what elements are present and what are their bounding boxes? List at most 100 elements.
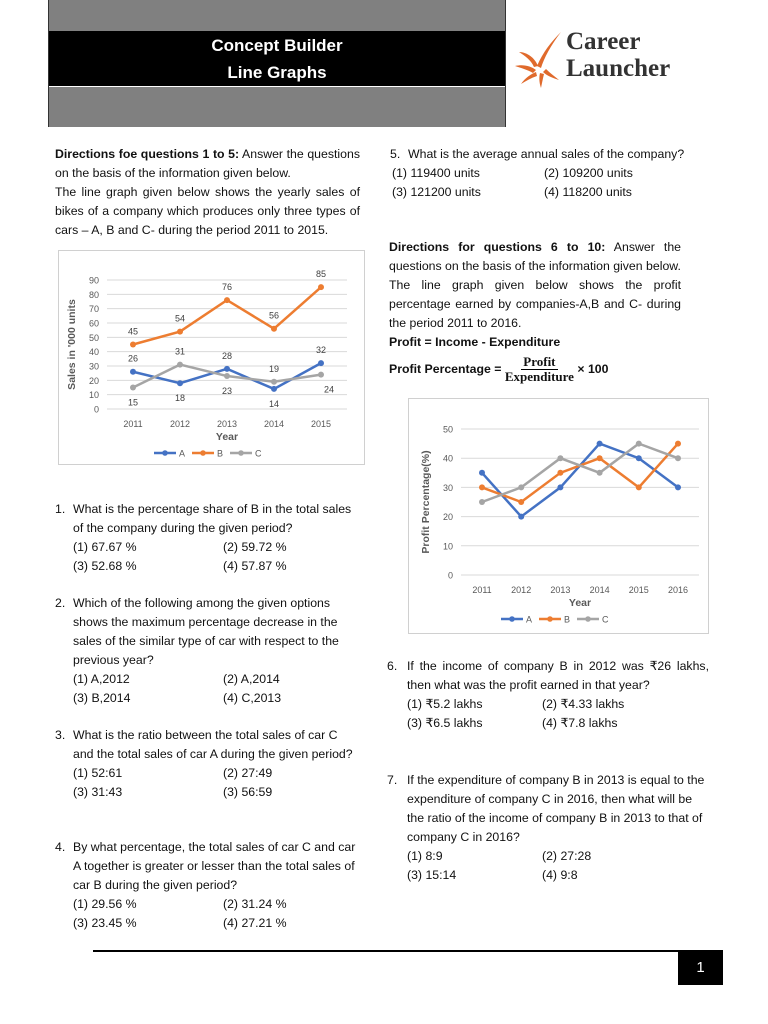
series-line-B bbox=[481, 442, 679, 504]
data-point-B bbox=[224, 297, 230, 304]
y-tick-label: 30 bbox=[89, 362, 99, 372]
fraction-numerator: Profit bbox=[521, 354, 558, 370]
y-axis-title: Sales in '000 units bbox=[66, 299, 78, 390]
fraction-denominator: Expenditure bbox=[504, 369, 574, 384]
q-text: If the expenditure of company B in 2013 … bbox=[407, 773, 705, 844]
data-point-A bbox=[318, 360, 324, 367]
formula-profit: Profit = Income - Expenditure bbox=[389, 335, 561, 349]
directions-text: Answer the questions on the basis of the… bbox=[55, 147, 360, 180]
profit-chart-svg: 0 10 20 30 40 50 2011 2012 2013 2014 2015 2016 Year P… bbox=[420, 425, 699, 625]
legend-label-C: C bbox=[602, 615, 609, 625]
data-point-B bbox=[596, 455, 603, 462]
option: (1) A,2012 bbox=[73, 672, 130, 686]
option: (4) 57.87 % bbox=[223, 559, 287, 573]
data-point-C bbox=[224, 373, 230, 380]
series-line-A bbox=[481, 442, 679, 519]
data-point-B bbox=[635, 484, 642, 491]
title-line2: Line Graphs bbox=[227, 63, 327, 82]
option: (1) 8:9 bbox=[407, 849, 443, 863]
data-point-C bbox=[177, 361, 183, 368]
series-line-B bbox=[132, 286, 322, 346]
option: (2) 59.72 % bbox=[223, 540, 287, 554]
data-point-A bbox=[557, 484, 564, 491]
question-1: 1. What is the percentage share of B in t… bbox=[55, 500, 360, 576]
q-number: 1. bbox=[55, 502, 66, 516]
legend-marker-B bbox=[547, 616, 553, 622]
data-point-A bbox=[224, 365, 230, 372]
q-number: 4. bbox=[55, 840, 66, 854]
question-4: 4. By what percentage, the total sales of… bbox=[55, 838, 360, 933]
option: (1) 52:61 bbox=[73, 766, 123, 780]
q-text: Which of the following among the given o… bbox=[73, 596, 339, 667]
x-tick-label: 2015 bbox=[311, 419, 331, 429]
data-point-B bbox=[557, 469, 564, 476]
data-point-C bbox=[557, 455, 564, 462]
header-title: Concept Builder Line Graphs bbox=[49, 31, 505, 86]
data-point-A bbox=[271, 385, 277, 392]
data-label-B: 45 bbox=[128, 327, 138, 337]
q-text: What is the ratio between the total sale… bbox=[73, 728, 353, 761]
series-line-C bbox=[481, 442, 679, 504]
data-point-A bbox=[479, 469, 485, 476]
legend-label-B: B bbox=[564, 615, 570, 625]
sales-line-chart: 0 10 20 30 40 50 60 70 80 90 2011 2012 2013 2014 2015 Y… bbox=[58, 250, 365, 465]
option: (2) 27:49 bbox=[223, 766, 273, 780]
x-tick-label: 2011 bbox=[123, 419, 142, 429]
data-point-C bbox=[596, 469, 603, 476]
data-label-C: 23 bbox=[222, 386, 232, 396]
y-axis-title: Profit Percentage(%) bbox=[420, 450, 432, 553]
question-6: 6. If the income of company B in 2012 was… bbox=[387, 657, 709, 733]
page-number: 1 bbox=[678, 951, 723, 985]
directions-1-5: Directions foe questions 1 to 5: Answer … bbox=[55, 145, 360, 240]
data-point-C bbox=[635, 440, 642, 447]
career-launcher-logo: Career Launcher bbox=[505, 0, 722, 127]
legend-marker-A bbox=[162, 450, 168, 456]
data-label-B: 56 bbox=[269, 311, 279, 321]
profit-line-chart: 0 10 20 30 40 50 2011 2012 2013 2014 2015 2016 Year P… bbox=[408, 398, 709, 634]
x-axis-title: Year bbox=[216, 431, 238, 443]
q-text: If the income of company B in 2012 was ₹… bbox=[407, 659, 709, 692]
data-point-B bbox=[130, 341, 136, 348]
y-tick-label: 10 bbox=[89, 390, 99, 400]
y-tick-label: 50 bbox=[443, 425, 453, 435]
option: (1) 119400 units bbox=[392, 166, 480, 180]
legend-marker-C bbox=[238, 450, 244, 456]
y-tick-label: 0 bbox=[448, 571, 453, 581]
data-point-B bbox=[318, 284, 324, 291]
y-tick-label: 70 bbox=[89, 304, 99, 314]
y-tick-label: 60 bbox=[89, 319, 99, 329]
data-point-C bbox=[271, 378, 277, 385]
logo-line2: Launcher bbox=[566, 55, 671, 82]
q-number: 7. bbox=[387, 773, 398, 787]
option: (2) A,2014 bbox=[223, 672, 280, 686]
option: (1) 67.67 % bbox=[73, 540, 137, 554]
y-tick-label: 30 bbox=[443, 483, 453, 493]
y-tick-label: 40 bbox=[89, 347, 99, 357]
option: (3) B,2014 bbox=[73, 691, 131, 705]
data-label-A: 28 bbox=[222, 351, 232, 361]
x-tick-label: 2013 bbox=[550, 585, 570, 595]
data-point-C bbox=[479, 499, 485, 505]
data-point-A bbox=[675, 484, 681, 491]
option: (3) ₹6.5 lakhs bbox=[407, 716, 483, 730]
footer-rule bbox=[93, 950, 723, 952]
header-gray-bottom bbox=[49, 87, 505, 127]
data-point-B bbox=[479, 484, 485, 491]
question-2: 2. Which of the following among the given… bbox=[55, 594, 360, 708]
header-banner: Concept Builder Line Graphs Career Launc… bbox=[48, 0, 722, 127]
option: (3) 15:14 bbox=[407, 868, 457, 882]
legend-marker-A bbox=[509, 616, 515, 622]
option: (4) 27.21 % bbox=[223, 916, 287, 930]
question-7: 7. If the expenditure of company B in 201… bbox=[387, 771, 709, 885]
question-3: 3. What is the ratio between the total sa… bbox=[55, 726, 360, 802]
option: (2) ₹4.33 lakhs bbox=[542, 697, 625, 711]
option: (3) 31:43 bbox=[73, 785, 123, 799]
data-label-C: 19 bbox=[269, 364, 279, 374]
directions-label: Directions foe questions 1 to 5: bbox=[55, 147, 240, 161]
data-point-B bbox=[675, 440, 681, 447]
x-tick-label: 2014 bbox=[590, 585, 610, 595]
option: (3) 56:59 bbox=[223, 785, 273, 799]
legend-marker-C bbox=[585, 616, 591, 622]
q-number: 6. bbox=[387, 659, 398, 673]
x-tick-label: 2013 bbox=[217, 419, 237, 429]
